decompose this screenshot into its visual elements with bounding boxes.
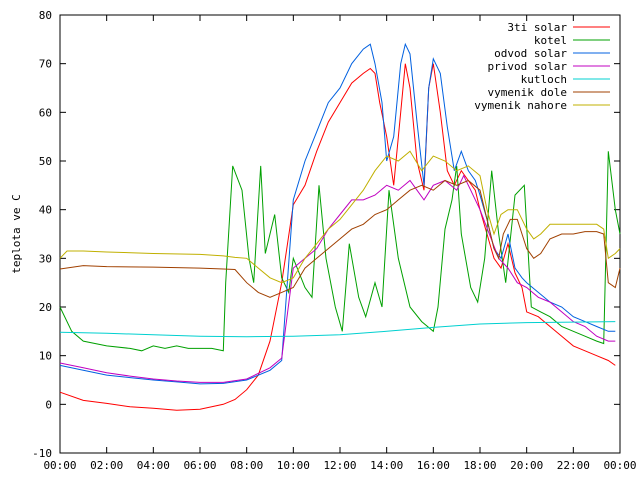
x-tick-label: 00:00 [43, 459, 76, 472]
series-line-vymenik-nahore [59, 150, 621, 284]
x-tick-label: 16:00 [417, 459, 450, 472]
y-tick-label: 70 [39, 58, 52, 71]
legend-label: kutloch [521, 73, 567, 86]
x-tick-label: 10:00 [277, 459, 310, 472]
series-line-kutloch [59, 321, 616, 338]
y-tick-label: -10 [32, 447, 52, 460]
x-tick-label: 02:00 [90, 459, 123, 472]
y-tick-label: 20 [39, 301, 52, 314]
legend-label: vymenik dole [488, 86, 567, 99]
y-tick-label: 30 [39, 252, 52, 265]
x-tick-label: 22:00 [557, 459, 590, 472]
x-tick-label: 06:00 [183, 459, 216, 472]
x-tick-label: 08:00 [230, 459, 263, 472]
series-line-3ti-solar [59, 63, 616, 411]
x-tick-label: 18:00 [463, 459, 496, 472]
legend-label: privod solar [488, 60, 568, 73]
series-lines [59, 42, 621, 411]
series-line-vymenik-dole [59, 179, 621, 298]
legend-label: vymenik nahore [474, 99, 567, 112]
legend-label: kotel [534, 34, 567, 47]
y-tick-label: 40 [39, 204, 52, 217]
y-tick-label: 0 [45, 398, 52, 411]
x-tick-label: 14:00 [370, 459, 403, 472]
y-axis-label: teplota ve C [10, 194, 23, 273]
series-line-privod-solar [59, 174, 616, 383]
x-tick-label: 00:00 [603, 459, 636, 472]
legend-label: odvod solar [494, 47, 567, 60]
y-tick-label: 60 [39, 106, 52, 119]
axis-ticks: 00:00 02:00 04:00 06:00 08:00 10:00 12:00 14:00… [32, 9, 636, 472]
series-line-odvod-solar [59, 42, 616, 385]
x-tick-label: 04:00 [137, 459, 170, 472]
y-tick-label: 80 [39, 9, 52, 22]
x-tick-label: 20:00 [510, 459, 543, 472]
y-tick-label: 10 [39, 350, 52, 363]
x-tick-label: 12:00 [323, 459, 356, 472]
legend-label: 3ti solar [507, 21, 567, 34]
series-line-kotel [59, 151, 621, 352]
y-tick-label: 50 [39, 155, 52, 168]
